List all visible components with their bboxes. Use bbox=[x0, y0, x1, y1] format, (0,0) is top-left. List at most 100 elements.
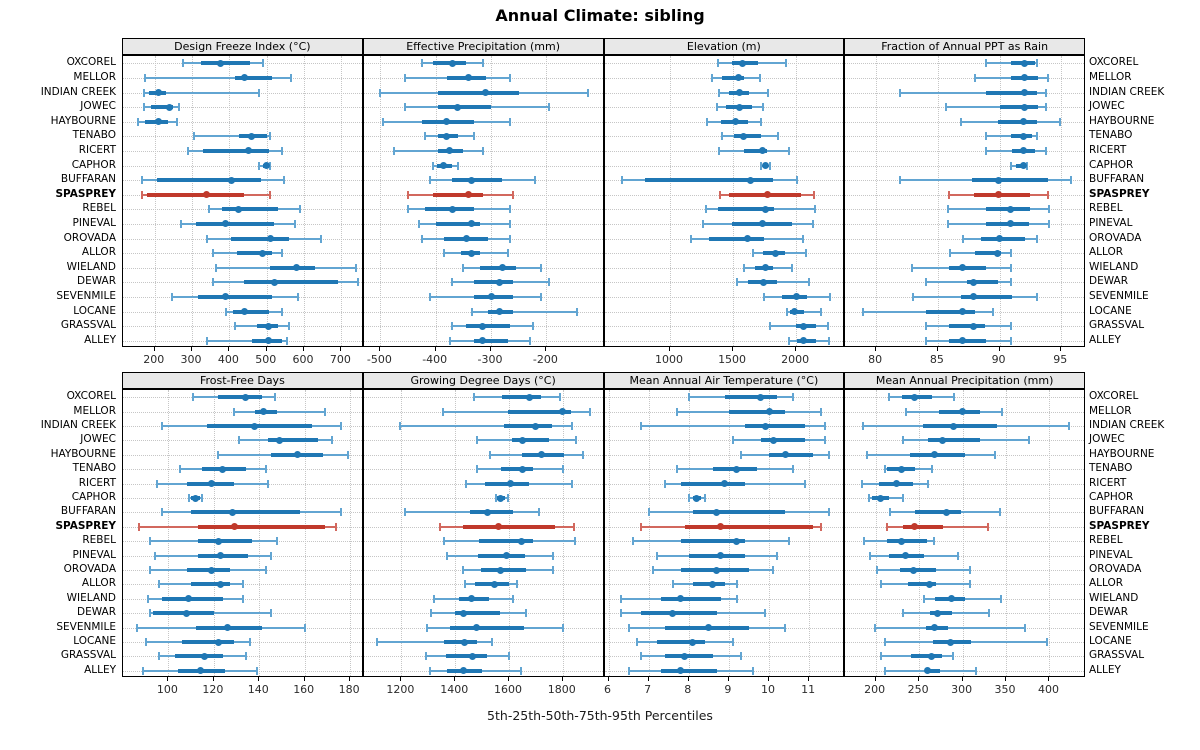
p95-cap bbox=[548, 278, 551, 287]
row-gridline bbox=[363, 165, 603, 167]
p5-cap bbox=[635, 638, 638, 646]
median-dot bbox=[235, 205, 243, 213]
median-dot bbox=[192, 494, 200, 502]
p25-p75-bar bbox=[717, 207, 775, 212]
median-dot bbox=[270, 278, 278, 286]
p5-cap bbox=[207, 205, 210, 214]
p25-p75-bar bbox=[270, 265, 316, 270]
p25-p75-bar bbox=[724, 395, 778, 400]
x-tick-label: 1500 bbox=[718, 353, 747, 366]
p5-cap bbox=[420, 59, 423, 68]
p5-cap bbox=[179, 219, 182, 228]
p25-p75-bar bbox=[444, 640, 477, 644]
x-gridline bbox=[670, 56, 672, 346]
p95-cap bbox=[572, 522, 575, 531]
p25-p75-bar bbox=[500, 467, 534, 472]
p5-cap bbox=[144, 638, 147, 646]
x-tick-label: 300 bbox=[951, 683, 973, 696]
p25-p75-bar bbox=[769, 452, 814, 457]
median-dot bbox=[469, 652, 477, 660]
x-tickmark bbox=[998, 347, 1000, 351]
p95-cap bbox=[1046, 190, 1049, 199]
p95-cap bbox=[829, 292, 832, 301]
x-tick-label: 200 bbox=[143, 353, 165, 366]
p5-cap bbox=[423, 132, 426, 141]
median-dot bbox=[911, 393, 919, 401]
median-dot bbox=[294, 451, 302, 459]
p5-p95-whisker bbox=[787, 310, 822, 313]
p95-cap bbox=[808, 278, 811, 287]
x-gridline bbox=[769, 390, 770, 676]
x-tick-label: 10 bbox=[761, 683, 775, 696]
row-label-right: REBEL bbox=[1089, 202, 1123, 215]
p5-cap bbox=[136, 117, 139, 126]
p5-p95-whisker bbox=[400, 425, 573, 427]
median-dot bbox=[677, 667, 685, 675]
median-dot bbox=[721, 480, 729, 488]
p95-cap bbox=[319, 234, 322, 243]
p5-cap bbox=[884, 638, 887, 646]
median-dot bbox=[217, 552, 225, 560]
p5-cap bbox=[924, 278, 927, 287]
row-gridline bbox=[845, 469, 1084, 471]
p5-cap bbox=[639, 652, 642, 661]
p95-cap bbox=[177, 103, 180, 112]
panel-plot bbox=[844, 55, 1085, 347]
p95-cap bbox=[827, 322, 830, 331]
p25-p75-bar bbox=[692, 582, 725, 587]
p5-cap bbox=[946, 205, 949, 214]
p25-p75-bar bbox=[479, 539, 534, 544]
p5-cap bbox=[181, 59, 184, 68]
p95-cap bbox=[280, 146, 283, 155]
row-gridline bbox=[363, 498, 603, 499]
x-gridline bbox=[192, 56, 194, 346]
p25-p75-bar bbox=[150, 105, 174, 110]
row-label-right: WIELAND bbox=[1089, 591, 1139, 604]
p95-cap bbox=[201, 494, 204, 502]
row-gridline bbox=[604, 165, 844, 167]
row-label-right: MELLOR bbox=[1089, 70, 1132, 83]
p25-p75-bar bbox=[147, 192, 245, 197]
panel-header: Elevation (m) bbox=[603, 38, 845, 55]
median-dot bbox=[276, 436, 284, 444]
x-gridline bbox=[491, 56, 493, 346]
p95-cap bbox=[456, 161, 459, 170]
p5-cap bbox=[224, 307, 227, 316]
p25-p75-bar bbox=[161, 596, 223, 601]
row-gridline bbox=[604, 340, 844, 342]
p25-p75-bar bbox=[680, 481, 745, 486]
p5-cap bbox=[144, 73, 147, 82]
p95-cap bbox=[528, 336, 531, 345]
p95-cap bbox=[764, 609, 766, 618]
p5-cap bbox=[429, 176, 432, 185]
p95-cap bbox=[1009, 278, 1012, 287]
median-dot bbox=[765, 408, 773, 416]
median-dot bbox=[266, 235, 274, 242]
p5-cap bbox=[762, 292, 765, 301]
x-tickmark bbox=[961, 677, 963, 681]
p95-cap bbox=[1000, 407, 1003, 416]
p95-cap bbox=[269, 551, 272, 560]
p25-p75-bar bbox=[244, 280, 338, 285]
row-gridline bbox=[845, 483, 1084, 485]
median-dot bbox=[222, 220, 230, 228]
p95-cap bbox=[824, 436, 827, 445]
p5-cap bbox=[885, 522, 888, 531]
x-tickmark bbox=[732, 347, 734, 351]
p5-cap bbox=[736, 278, 739, 287]
p5-cap bbox=[639, 422, 642, 430]
p25-p75-bar bbox=[463, 524, 555, 529]
row-gridline bbox=[845, 656, 1084, 658]
p5-cap bbox=[663, 479, 666, 488]
p5-p95-whisker bbox=[874, 626, 1026, 629]
p5-cap bbox=[655, 551, 658, 560]
median-dot bbox=[154, 89, 162, 96]
p95-cap bbox=[575, 436, 578, 445]
p95-cap bbox=[751, 666, 754, 675]
x-tickmark bbox=[191, 347, 193, 351]
p95-cap bbox=[508, 652, 510, 661]
p5-cap bbox=[237, 436, 240, 445]
x-tickmark bbox=[454, 677, 456, 681]
panel-plot bbox=[844, 389, 1085, 677]
